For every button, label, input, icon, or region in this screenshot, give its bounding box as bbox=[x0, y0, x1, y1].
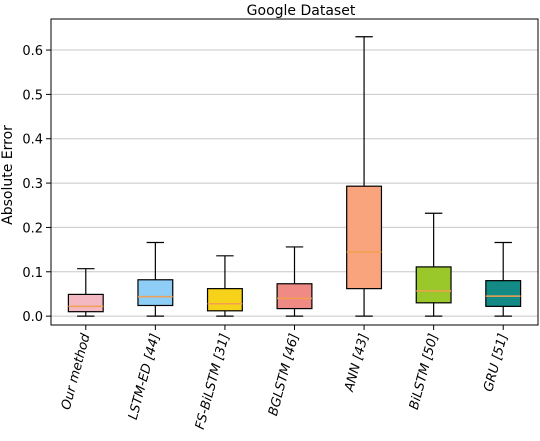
y-tick-label: 0.6 bbox=[22, 44, 43, 59]
y-tick-label: 0.1 bbox=[22, 266, 43, 281]
y-tick-label: 0.3 bbox=[22, 177, 43, 192]
x-tick-label: LSTM-ED [44] bbox=[126, 332, 163, 421]
axes-layer: 0.0 0.1 0.2 0.3 0.4 0.5 0.6 Our method LSTM-ED [… bbox=[22, 44, 511, 431]
box-group bbox=[67, 268, 104, 317]
plot-frame bbox=[50, 18, 539, 326]
box-iqr bbox=[67, 293, 104, 313]
y-tick-label: 0.2 bbox=[22, 221, 43, 236]
box-iqr bbox=[346, 185, 383, 290]
box-iqr bbox=[485, 280, 522, 307]
x-tick-label: Our method bbox=[59, 331, 94, 411]
y-tick-label: 0.5 bbox=[22, 88, 43, 103]
boxes-layer bbox=[67, 36, 522, 317]
box-group bbox=[206, 255, 243, 317]
x-tick-label: ANN [43] bbox=[342, 332, 372, 394]
x-tick-label: BiLSTM [50] bbox=[407, 332, 442, 411]
x-tick-label: GRU [51] bbox=[481, 332, 511, 393]
box-group bbox=[276, 246, 313, 317]
y-tick-label: 0.0 bbox=[22, 310, 43, 325]
box-group bbox=[415, 212, 452, 317]
box-iqr bbox=[137, 279, 174, 307]
x-tick-label: BGLSTM [46] bbox=[266, 332, 302, 417]
y-axis-label: Absolute Error bbox=[0, 125, 16, 225]
x-tick-label: FS-BiLSTM [31] bbox=[193, 332, 233, 431]
box-iqr bbox=[415, 266, 452, 304]
grid-lines bbox=[51, 49, 538, 317]
box-iqr bbox=[276, 283, 313, 310]
chart-title: Google Dataset bbox=[247, 3, 356, 19]
box-group bbox=[485, 241, 522, 317]
y-tick-label: 0.4 bbox=[22, 133, 43, 148]
box-group bbox=[346, 36, 383, 317]
box-iqr bbox=[206, 288, 243, 312]
box-group bbox=[137, 241, 174, 317]
